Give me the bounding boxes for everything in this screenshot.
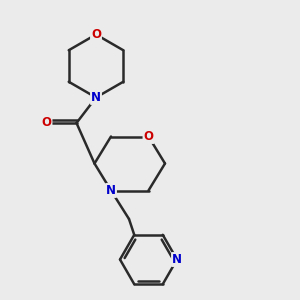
Text: N: N <box>91 91 101 104</box>
Text: O: O <box>91 28 101 41</box>
Text: O: O <box>143 130 154 143</box>
Text: N: N <box>106 184 116 197</box>
Text: O: O <box>41 116 52 130</box>
Text: N: N <box>172 253 182 266</box>
